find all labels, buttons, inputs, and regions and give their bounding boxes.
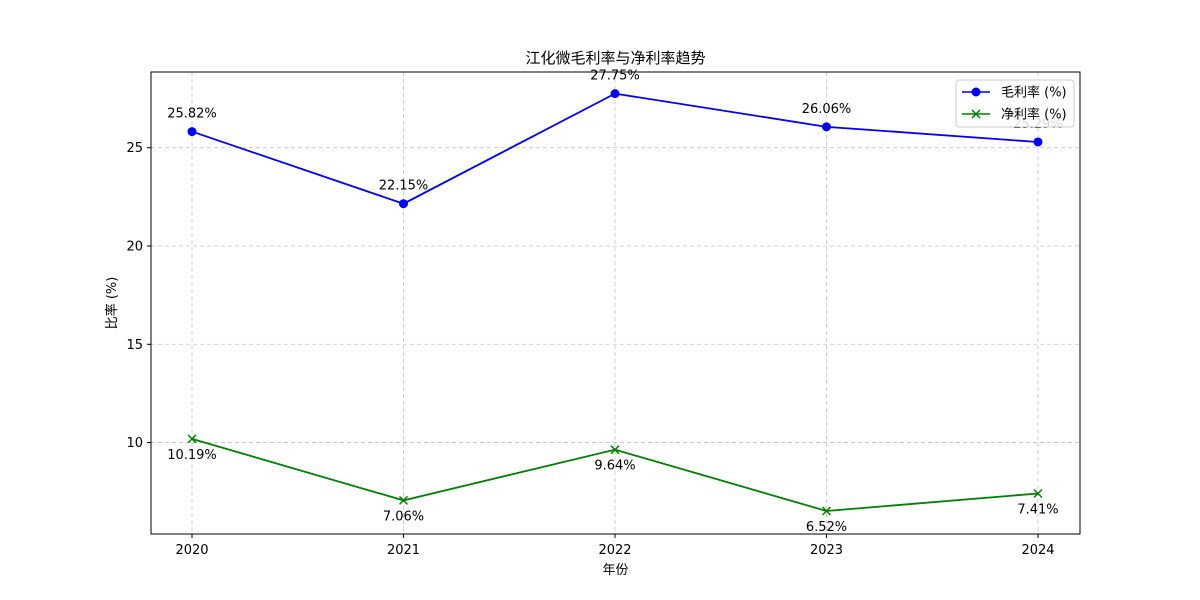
data-point-gross-margin (822, 122, 831, 132)
data-label-gross-margin: 26.06% (802, 102, 852, 117)
legend-label-net: 净利率 (%) (1001, 107, 1067, 123)
y-tick-label: 20 (126, 239, 143, 254)
axis-ticks: 2020 2021 2022 2023 2024 10 15 20 25 (126, 141, 1054, 558)
data-label-gross-margin: 25.82% (167, 107, 217, 122)
x-tick-label: 2024 (1021, 543, 1054, 558)
data-label-net-margin: 9.64% (594, 459, 635, 474)
data-point-net-margin (187, 434, 197, 444)
x-tick-label: 2020 (175, 543, 208, 558)
legend: 毛利率 (%) 净利率 (%) (955, 79, 1075, 128)
data-label-gross-margin: 27.75% (590, 69, 640, 84)
data-label-net-margin: 7.41% (1017, 503, 1058, 518)
data-point-gross-margin (1033, 137, 1043, 147)
y-tick-label: 15 (126, 338, 143, 353)
y-tick-label: 10 (126, 436, 143, 451)
x-tick-label: 2022 (598, 543, 631, 558)
data-point-net-margin (1033, 488, 1043, 499)
y-axis-label: 比率 (%) (104, 277, 120, 330)
grid (151, 72, 1080, 534)
data-label-net-margin: 7.06% (383, 509, 424, 524)
y-tick-label: 25 (126, 141, 143, 156)
legend-marker-x (971, 109, 981, 119)
legend-label-gross: 毛利率 (%) (1001, 85, 1067, 101)
data-point-net-margin (821, 506, 832, 516)
data-point-net-margin (398, 495, 409, 505)
data-point-gross-margin (187, 127, 197, 137)
data-point-gross-margin (399, 199, 408, 209)
data-label-net-margin: 6.52% (806, 520, 847, 535)
chart-title: 江化微毛利率与净利率趋势 (525, 49, 705, 67)
x-axis-label: 年份 (602, 563, 628, 578)
x-tick-label: 2023 (810, 543, 843, 558)
data-label-gross-margin: 22.15% (379, 179, 429, 194)
data-label-net-margin: 10.19% (167, 448, 217, 463)
data-point-net-margin (610, 445, 620, 455)
data-point-gross-margin (610, 89, 620, 99)
legend-marker-circle (971, 87, 981, 97)
x-tick-label: 2021 (387, 543, 420, 558)
series (187, 89, 1043, 516)
